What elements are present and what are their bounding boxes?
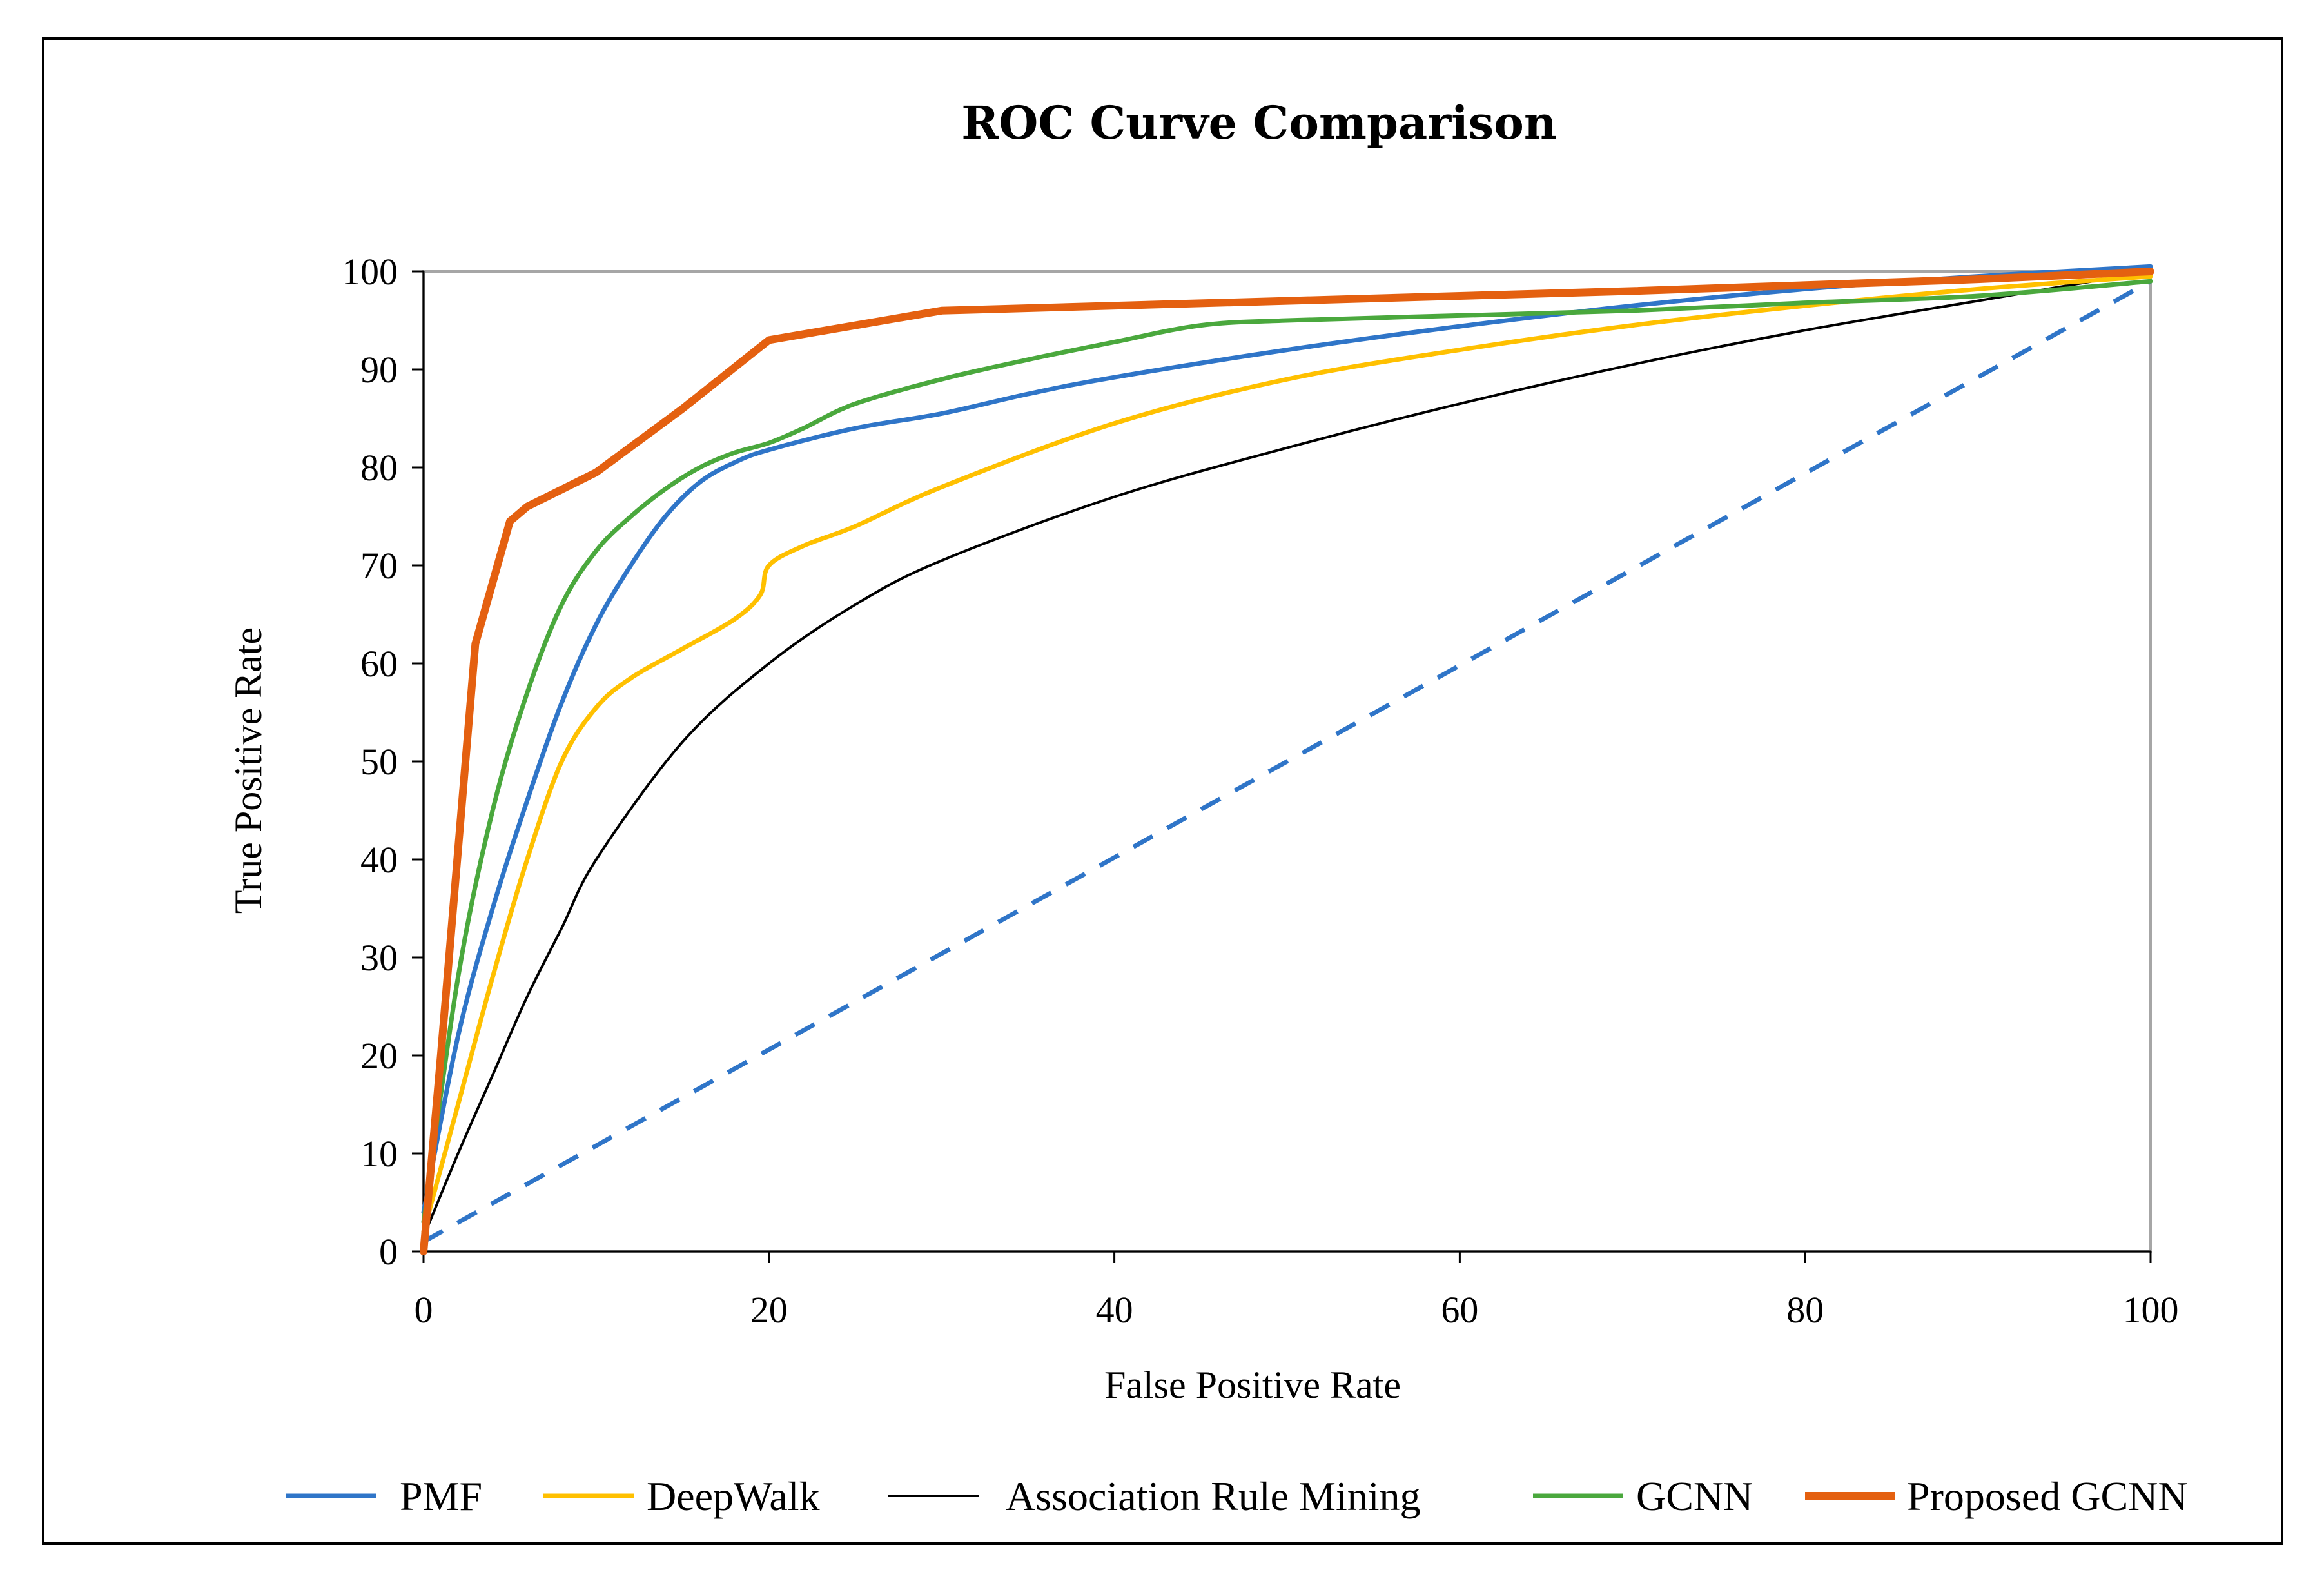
legend-label-proposed-gcnn: Proposed GCNN: [1907, 1473, 2188, 1519]
chart-title: ROC Curve Comparison: [961, 96, 1557, 150]
x-tick-label: 80: [1786, 1289, 1824, 1331]
legend-label-deepwalk: DeepWalk: [647, 1473, 820, 1519]
x-tick-label: 0: [415, 1289, 433, 1331]
x-tick-label: 20: [750, 1289, 788, 1331]
x-tick-label: 60: [1441, 1289, 1478, 1331]
axis-ticks: 0 10 20 30 40 50 60 70 80 90 100 0 20 40 60 80 100: [342, 251, 2179, 1331]
y-tick-label: 20: [360, 1035, 398, 1077]
series-line-pmf: [421, 264, 2153, 1215]
y-tick-label: 70: [360, 545, 398, 587]
y-tick-label: 50: [360, 741, 398, 783]
y-tick-label: 0: [379, 1231, 398, 1273]
series-line-gcnn: [421, 279, 2153, 1224]
legend-label-pmf: PMF: [400, 1473, 482, 1519]
x-tick-label: 100: [2123, 1289, 2179, 1331]
legend: PMF DeepWalk Association Rule Mining GCNN Pr…: [286, 1473, 2188, 1519]
y-tick-label: 60: [360, 643, 398, 685]
series-line-association-rule-mining: [422, 270, 2152, 1239]
series-line-deepwalk: [421, 274, 2153, 1235]
y-tick-label: 80: [360, 447, 398, 489]
y-tick-label: 100: [342, 251, 398, 293]
y-tick-label: 10: [360, 1133, 398, 1175]
y-axis-label: True Positive Rate: [227, 627, 269, 914]
chart-frame: [42, 37, 2283, 1545]
y-tick-label: 40: [360, 839, 398, 881]
series-lines: [420, 264, 2154, 1255]
y-tick-label: 90: [360, 349, 398, 391]
x-axis-label: False Positive Rate: [1104, 1364, 1401, 1406]
legend-label-gcnn: GCNN: [1636, 1473, 1753, 1519]
y-tick-label: 30: [360, 937, 398, 979]
series-line-proposed-gcnn: [420, 268, 2154, 1255]
series-line-random: [422, 279, 2152, 1244]
legend-label-association-rule-mining: Association Rule Mining: [1006, 1473, 1421, 1519]
x-tick-label: 40: [1096, 1289, 1133, 1331]
